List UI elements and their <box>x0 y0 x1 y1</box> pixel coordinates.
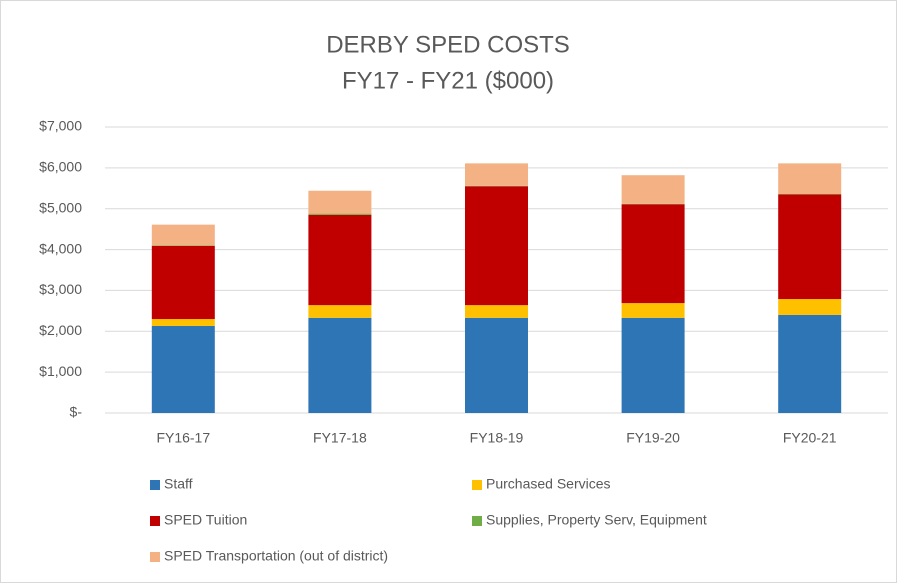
bar-segment <box>465 186 528 306</box>
legend-swatch <box>150 480 160 490</box>
legend-swatch <box>150 516 160 526</box>
bar-segment <box>308 214 372 306</box>
x-tick-label: FY19-20 <box>626 430 680 446</box>
bar-segment <box>308 213 372 215</box>
y-tick-label: $- <box>70 404 83 420</box>
y-tick-label: $5,000 <box>39 199 82 215</box>
bar-segment <box>308 317 372 413</box>
bar-segment <box>778 314 842 413</box>
bar-segment <box>778 194 842 300</box>
x-tick-label: FY16-17 <box>156 430 210 446</box>
y-tick-label: $1,000 <box>39 363 82 379</box>
chart-title: DERBY SPED COSTS <box>326 31 570 58</box>
bar-segment <box>151 325 215 413</box>
legend-label: Supplies, Property Serv, Equipment <box>486 512 707 528</box>
y-tick-label: $7,000 <box>39 118 82 134</box>
bar-segment <box>151 245 215 320</box>
bar-segment <box>778 163 842 195</box>
bar-segment <box>308 305 372 318</box>
y-tick-label: $4,000 <box>39 240 82 256</box>
bar-segment <box>621 204 685 304</box>
bar-segment <box>621 175 685 204</box>
legend-swatch <box>150 552 160 562</box>
x-tick-label: FY18-19 <box>470 430 524 446</box>
bar-segment <box>465 317 528 413</box>
legend-label: SPED Transportation (out of district) <box>164 548 388 564</box>
legend-label: Staff <box>164 476 193 492</box>
legend-swatch <box>472 516 482 526</box>
legend-label: SPED Tuition <box>164 512 247 528</box>
bar-segment <box>151 224 215 246</box>
bar-segment <box>465 305 528 318</box>
y-tick-label: $3,000 <box>39 281 82 297</box>
bar-segment <box>465 163 528 186</box>
legend-label: Purchased Services <box>486 476 611 492</box>
y-tick-label: $2,000 <box>39 322 82 338</box>
x-tick-label: FY17-18 <box>313 430 367 446</box>
x-tick-label: FY20-21 <box>783 430 837 446</box>
y-tick-label: $6,000 <box>39 159 82 175</box>
bar-segment <box>621 303 685 318</box>
legend-swatch <box>472 480 482 490</box>
bar-segment <box>308 190 372 214</box>
bar-segment <box>151 319 215 326</box>
chart-subtitle: FY17 - FY21 ($000) <box>342 67 554 94</box>
bar-segment <box>621 317 685 413</box>
bar-segment <box>778 299 842 315</box>
